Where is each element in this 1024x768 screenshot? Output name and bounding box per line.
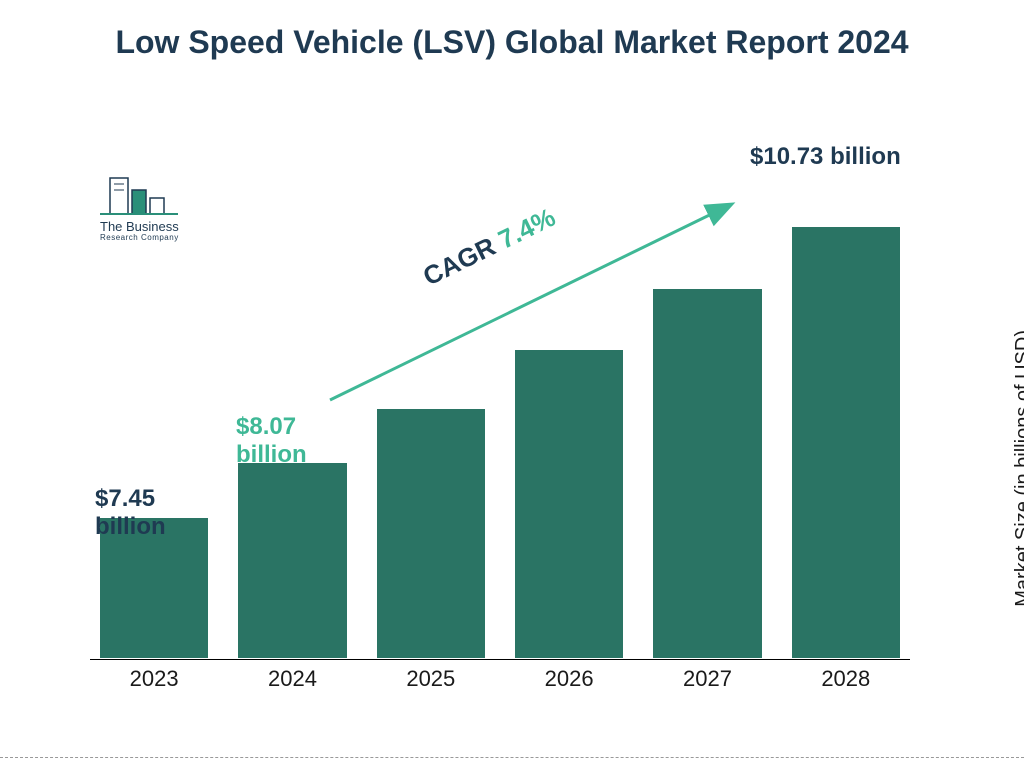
x-tick-label: 2025 [406,666,455,692]
x-tick-label: 2023 [130,666,179,692]
x-tick-label: 2028 [821,666,870,692]
x-axis-line [90,659,910,661]
bar-wrap: 2027 [653,289,761,658]
bar [515,350,623,658]
value-callout: $7.45billion [95,485,166,540]
x-tick-label: 2027 [683,666,732,692]
x-tick-label: 2026 [545,666,594,692]
bar [377,409,485,658]
value-callout: $8.07billion [236,413,307,468]
bar-wrap: 2026 [515,350,623,658]
value-callout: $10.73 billion [750,143,901,171]
y-axis-label: Market Size (in billions of USD) [1012,330,1024,607]
x-tick-label: 2024 [268,666,317,692]
bar [653,289,761,658]
bar [792,227,900,658]
bar-wrap: 2025 [377,409,485,658]
bar-wrap: 2024 [238,463,346,658]
bar-wrap: 2028 [792,227,900,658]
bottom-divider [0,757,1024,758]
chart-title: Low Speed Vehicle (LSV) Global Market Re… [0,0,1024,62]
bar [238,463,346,658]
